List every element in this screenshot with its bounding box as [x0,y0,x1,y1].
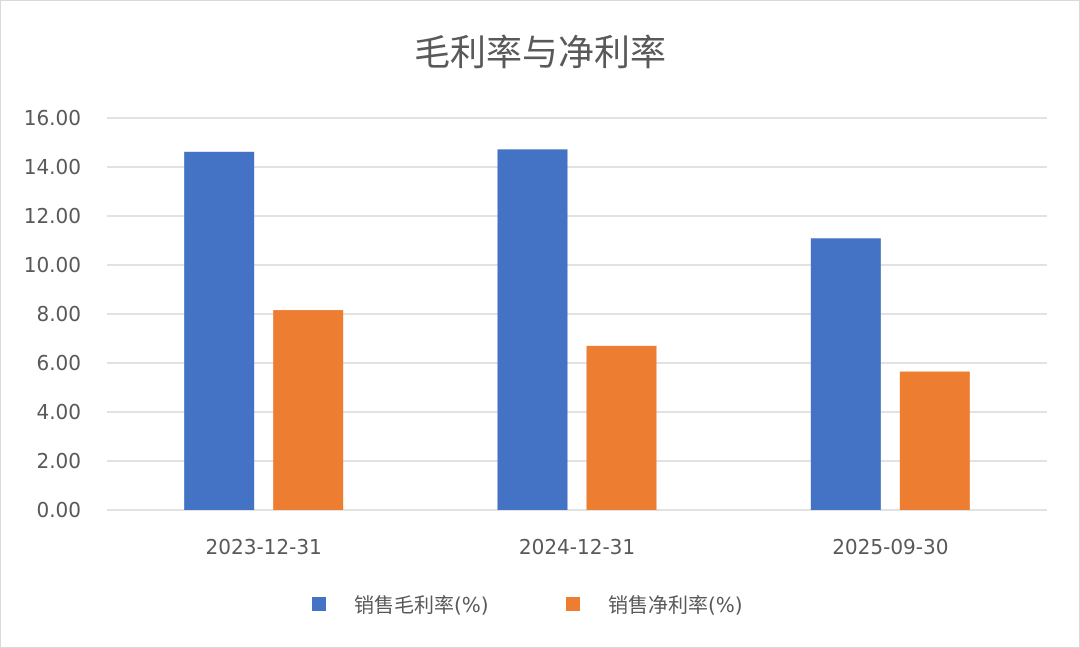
chart-title: 毛利率与净利率 [414,33,666,74]
bars [184,149,970,511]
y-tick-label: 2.00 [36,449,81,473]
y-tick-label: 16.00 [24,106,81,130]
bar-gross-margin [184,151,255,510]
y-axis-ticks: 0.00 2.00 4.00 6.00 8.00 10.00 12.00 14.00 16.00 [24,106,81,522]
y-tick-label: 0.00 [36,498,81,522]
x-tick-label: 2023-12-31 [206,535,322,559]
y-tick-label: 4.00 [36,400,81,424]
legend-label: 销售毛利率(%) [354,593,489,617]
bar-gross-margin [497,149,568,511]
legend-label: 销售净利率(%) [608,593,743,617]
legend: 销售毛利率(%) 销售净利率(%) [312,593,743,617]
bar-net-margin [273,310,344,510]
y-tick-label: 6.00 [36,351,81,375]
bar-net-margin [899,371,970,510]
bar-net-margin [586,345,657,510]
x-tick-label: 2024-12-31 [519,535,635,559]
y-tick-label: 14.00 [24,155,81,179]
x-tick-label: 2025-09-30 [832,535,948,559]
y-tick-label: 10.00 [24,253,81,277]
legend-swatch [566,597,580,611]
legend-swatch [312,597,326,611]
gridlines [107,117,1047,511]
x-axis-ticks: 2023-12-31 2024-12-31 2025-09-30 [206,535,949,559]
y-tick-label: 8.00 [36,302,81,326]
y-tick-label: 12.00 [24,204,81,228]
bar-gross-margin [810,238,881,511]
